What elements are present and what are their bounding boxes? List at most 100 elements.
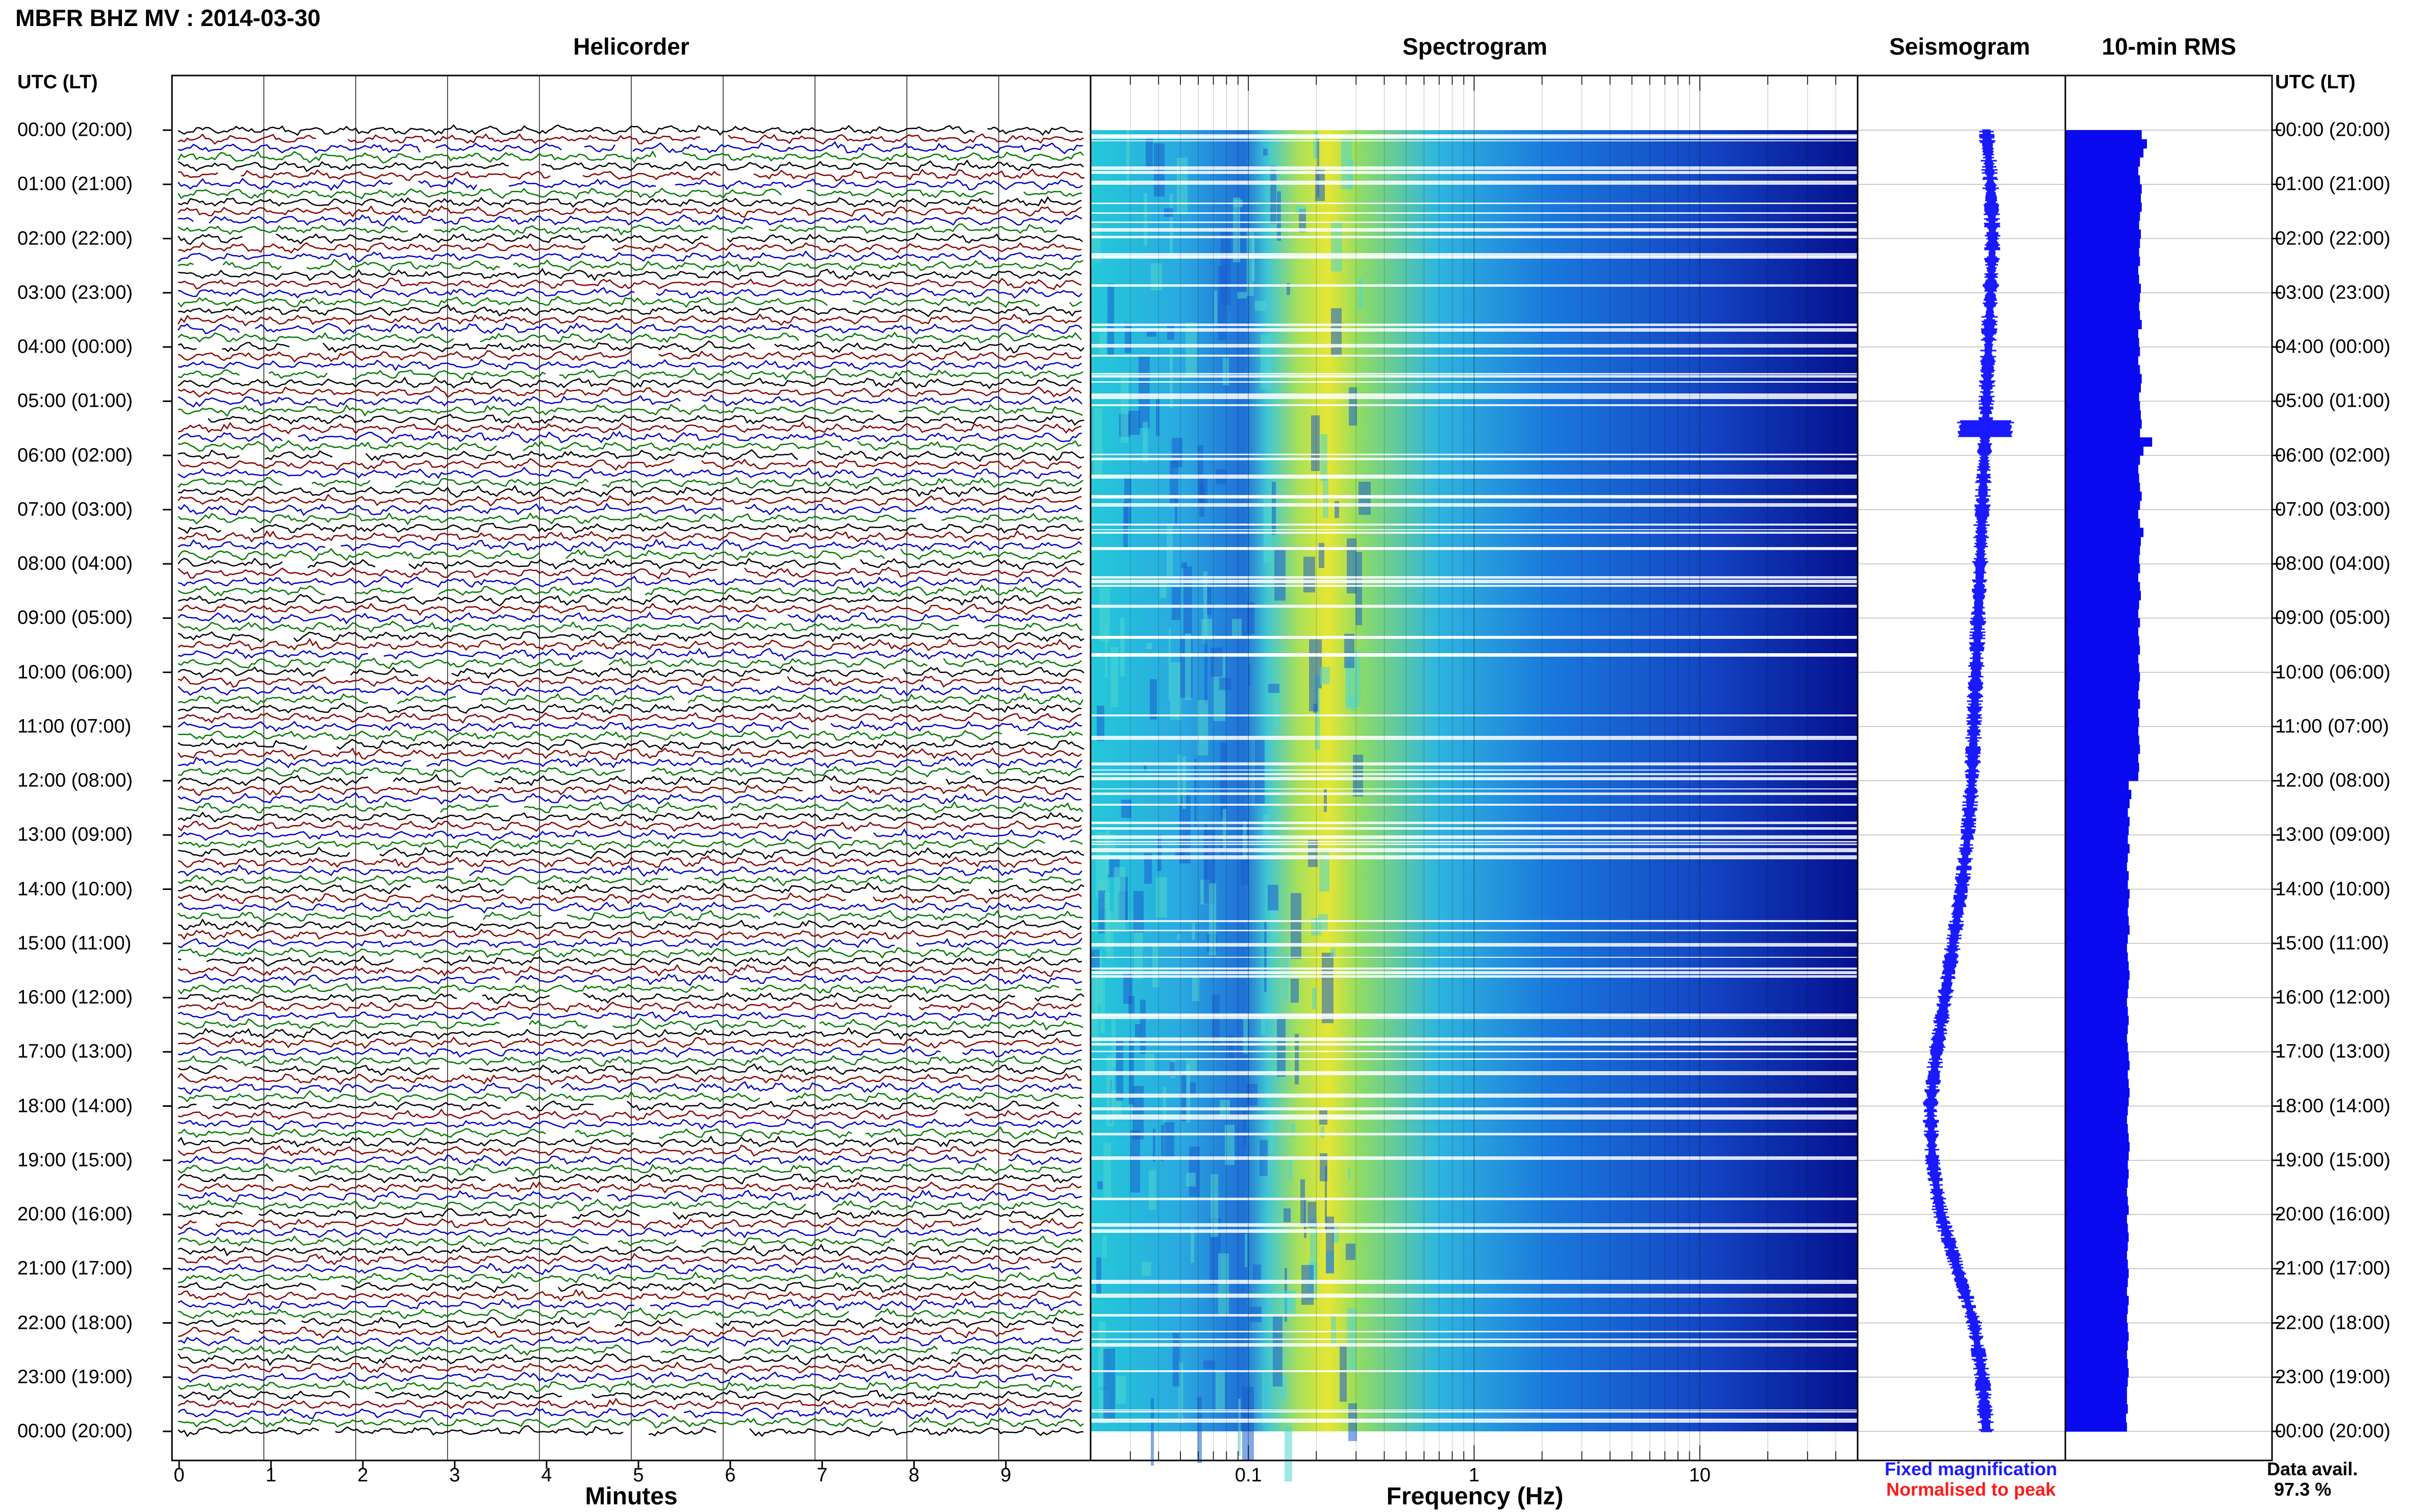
spectrogram-texture [1185, 633, 1191, 700]
spectrogram-texture [1107, 284, 1114, 356]
helicorder-trace [178, 1126, 1083, 1139]
spectrogram-texture [1102, 1235, 1107, 1258]
time-label-left: 05:00 (01:00) [17, 390, 133, 412]
helicorder-trace [178, 801, 1083, 814]
helicorder-trace [178, 493, 1082, 507]
time-label-left: 13:00 (09:00) [17, 824, 133, 846]
spectrogram-gap [1091, 1114, 1858, 1117]
spectrogram-gap [1091, 1411, 1858, 1412]
spectrogram-gap [1091, 841, 1858, 842]
helicorder-tick-label: 1 [265, 1465, 277, 1486]
helicorder-trace [178, 1010, 1082, 1022]
spectrogram-gap [1091, 1051, 1858, 1052]
helicorder-trace [178, 774, 1084, 787]
rms-bar [2065, 582, 2140, 591]
rms-bar [2065, 347, 2140, 357]
spectrogram-gap [1091, 328, 1858, 332]
spectrogram-gap [1091, 1198, 1858, 1200]
helicorder-trace [178, 955, 1082, 968]
spectrogram-texture [1130, 1130, 1140, 1193]
spectrogram-gap [1091, 495, 1858, 499]
spectrogram-gap [1091, 532, 1858, 534]
helicorder-trace [178, 1288, 1082, 1302]
rms-bar [2065, 410, 2141, 420]
spectrogram-texture [1105, 624, 1107, 678]
spectrogram-gap [1091, 1071, 1858, 1075]
helicorder-trace [178, 133, 1084, 145]
rms-bar [2065, 238, 2140, 248]
spectrogram-texture [1353, 755, 1363, 797]
helicorder-trace [178, 1389, 1082, 1402]
rms-bar [2065, 555, 2139, 564]
spectrogram-gap [1091, 212, 1858, 214]
rms-bar [2065, 392, 2139, 402]
spectrogram-texture [1116, 1376, 1126, 1404]
spectrogram-texture [1152, 946, 1159, 987]
rms-bar [2065, 979, 2129, 989]
helicorder-trace [178, 584, 1083, 598]
spectrogram-gap [1091, 253, 1858, 257]
rms-bar [2065, 961, 2129, 971]
helicorder-trace [178, 918, 1082, 932]
rms-bar [2065, 1187, 2127, 1197]
rms-bar [2065, 799, 2130, 808]
helicorder-trace [178, 882, 1084, 895]
helicorder-trace [178, 466, 1082, 479]
rms-bar [2065, 681, 2139, 691]
time-label-left: 00:00 (20:00) [17, 1420, 133, 1442]
spectrogram-texture [1330, 948, 1336, 957]
spectrogram-gap [1091, 636, 1858, 638]
spectrogram-gap [1091, 228, 1858, 232]
spectrogram-texture [1214, 291, 1217, 325]
helicorder-trace [178, 1406, 1082, 1420]
helicorder-trace [178, 720, 1082, 733]
rms-bar [2065, 1278, 2128, 1287]
rms-bar [2065, 220, 2139, 230]
spectrogram-gap [1091, 653, 1858, 656]
helicorder-trace [178, 566, 1082, 580]
spectrogram-texture [1295, 205, 1306, 214]
helicorder-trace [178, 159, 1084, 172]
helicorder-trace [177, 747, 1082, 761]
spectrogram-gap [1091, 1343, 1858, 1347]
helicorder-trace [178, 1054, 1082, 1067]
rms-bar [2065, 1404, 2128, 1414]
spectrogram-texture [1135, 1024, 1141, 1038]
spectrogram-texture [1114, 867, 1125, 932]
spectrogram-texture [1264, 920, 1267, 992]
spectrogram-texture [1270, 166, 1276, 224]
helicorder-trace [178, 503, 1082, 516]
spectrogram-texture [1144, 193, 1147, 246]
spectrogram-texture [1264, 494, 1272, 563]
helicorder-trace [178, 350, 1082, 363]
rms-bar [2065, 1133, 2129, 1143]
rms-panel [2065, 130, 2272, 1432]
helicorder-tick-label: 2 [357, 1465, 368, 1486]
spectrogram-texture [1349, 387, 1357, 426]
helicorder-trace [178, 1118, 1082, 1130]
time-label-left: 11:00 (07:00) [17, 715, 132, 737]
rms-bar [2065, 473, 2139, 483]
time-label-left: 17:00 (13:00) [17, 1040, 133, 1062]
spectrogram-gap [1091, 762, 1858, 765]
helicorder-trace [177, 1353, 1082, 1366]
rms-bar [2065, 193, 2141, 203]
rms-bar [2065, 1106, 2128, 1116]
rms-bar [2065, 1305, 2128, 1315]
helicorder-trace [178, 1361, 1082, 1375]
rms-bar [2065, 618, 2140, 628]
helicorder-trace [178, 575, 1082, 588]
spectrogram-texture [1204, 638, 1207, 704]
helicorder-trace [178, 593, 1082, 607]
rms-bar [2065, 1359, 2128, 1369]
helicorder-trace [178, 992, 1084, 1004]
rms-bar [2065, 437, 2153, 447]
helicorder-trace [178, 820, 1082, 832]
spectrogram-gap [1091, 576, 1858, 579]
spectrogram-texture [1291, 1123, 1295, 1136]
spectrogram-texture [1186, 1173, 1196, 1186]
rms-bar [2065, 1070, 2128, 1079]
spectrogram-texture [1091, 977, 1099, 1045]
rms-bar [2065, 862, 2127, 872]
rms-bar [2065, 292, 2140, 303]
